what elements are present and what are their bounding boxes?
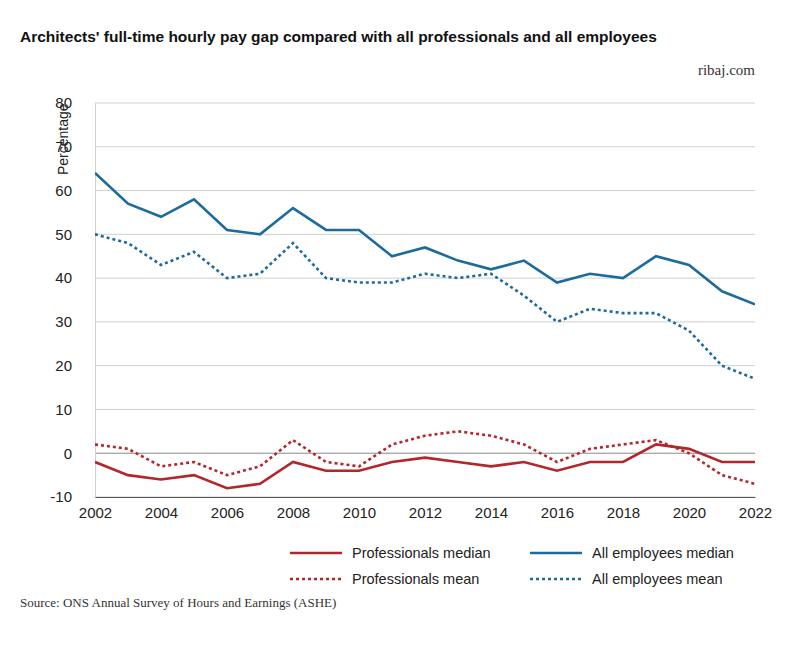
x-tick-label: 2022 [739, 504, 772, 521]
grid-line [95, 103, 755, 104]
grid-line [95, 497, 755, 498]
legend: Professionals median Professionals mean Al… [290, 545, 734, 587]
lines [95, 173, 755, 488]
y-tick-label: 60 [55, 182, 72, 199]
legend-item: All employees mean [530, 571, 723, 587]
y-tick-label: 0 [64, 445, 72, 462]
legend-label: All employees median [592, 545, 734, 561]
x-tick-label: 2012 [409, 504, 442, 521]
y-tick: 60 [55, 182, 95, 199]
y-tick: 10 [55, 401, 95, 418]
x-tick: 2020 [673, 497, 706, 521]
legend-item: Professionals median [290, 545, 491, 561]
y-tick: 0 [64, 445, 95, 462]
x-tick-label: 2010 [343, 504, 376, 521]
grid-line [95, 190, 755, 191]
x-tick-label: 2002 [79, 504, 112, 521]
legend-swatch [290, 578, 342, 581]
x-tick-label: 2004 [145, 504, 178, 521]
y-tick: 50 [55, 226, 95, 243]
y-axis: -1001020304050607080 [50, 94, 95, 505]
legend-item: Professionals mean [290, 571, 479, 587]
x-tick: 2008 [277, 497, 310, 521]
legend-swatch [530, 578, 582, 581]
x-tick-label: 2008 [277, 504, 310, 521]
x-tick: 2010 [343, 497, 376, 521]
y-tick-label: 40 [55, 269, 72, 286]
series-line [95, 173, 755, 304]
x-tick: 2006 [211, 497, 244, 521]
y-tick-label: 30 [55, 313, 72, 330]
x-tick: 2012 [409, 497, 442, 521]
y-tick: 20 [55, 357, 95, 374]
title: Architects' full-time hourly pay gap com… [20, 28, 657, 45]
series-line [95, 431, 755, 484]
grid-line [95, 146, 755, 147]
y-tick: 40 [55, 269, 95, 286]
legend-label: All employees mean [592, 571, 723, 587]
y-tick-label: 20 [55, 357, 72, 374]
y-tick-label: 10 [55, 401, 72, 418]
credit: ribaj.com [698, 62, 755, 78]
x-tick: 2018 [607, 497, 640, 521]
legend-swatch [290, 552, 342, 555]
y-tick-label: -10 [50, 488, 72, 505]
grid-line [95, 365, 755, 366]
grid-line [95, 321, 755, 322]
x-axis: 2002 2004 2006 2008 2010 2012 2014 2016 2018 2020… [79, 497, 772, 521]
y-axis-line [95, 104, 96, 498]
grid-line [95, 409, 755, 410]
grid [95, 103, 755, 497]
series-line [95, 234, 755, 378]
legend-item: All employees median [530, 545, 734, 561]
x-tick: 2004 [145, 497, 178, 521]
x-tick-label: 2020 [673, 504, 706, 521]
x-tick-label: 2014 [475, 504, 508, 521]
x-tick: 2002 [79, 497, 112, 521]
y-axis-title: Percentage [55, 103, 71, 175]
y-tick-label: 50 [55, 226, 72, 243]
source: Source: ONS Annual Survey of Hours and E… [20, 595, 336, 610]
legend-swatch [530, 552, 582, 555]
x-tick: 2022 [739, 497, 772, 521]
series-line [95, 444, 755, 488]
y-tick: 30 [55, 313, 95, 330]
x-tick-label: 2016 [541, 504, 574, 521]
legend-label: Professionals mean [352, 571, 479, 587]
legend-label: Professionals median [352, 545, 491, 561]
grid-line [95, 453, 755, 454]
x-tick: 2016 [541, 497, 574, 521]
x-tick: 2014 [475, 497, 508, 521]
x-axis-line [96, 497, 756, 498]
grid-line [95, 234, 755, 235]
chart: Architects' full-time hourly pay gap com… [0, 0, 800, 662]
x-tick-label: 2018 [607, 504, 640, 521]
grid-line [95, 278, 755, 279]
x-tick-label: 2006 [211, 504, 244, 521]
